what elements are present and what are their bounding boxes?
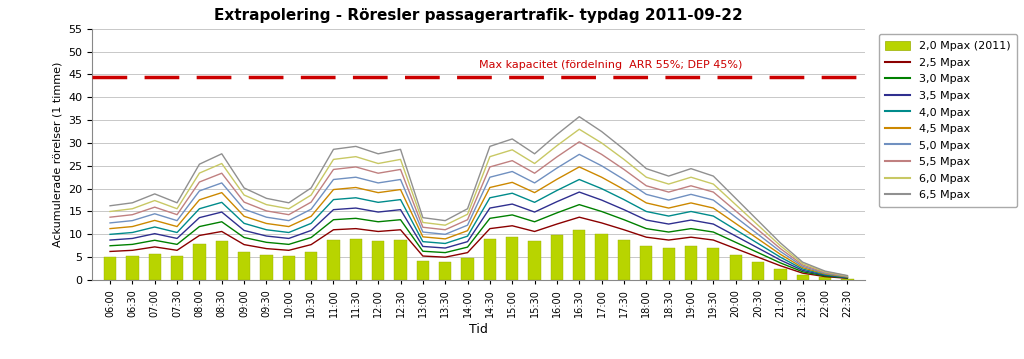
Bar [774,269,786,280]
Bar [506,237,518,280]
Bar [819,277,831,280]
Bar [708,248,720,280]
Title: Extrapolering - Röresler passagerartrafik- typdag 2011-09-22: Extrapolering - Röresler passagerartrafi… [214,8,743,23]
X-axis label: Tid: Tid [469,323,488,336]
Bar [194,244,206,280]
Bar [283,256,295,280]
Bar [596,234,608,280]
Bar [462,258,474,280]
Bar [372,241,384,280]
Bar [842,279,854,280]
Legend: 2,0 Mpax (2011), 2,5 Mpax, 3,0 Mpax, 3,5 Mpax, 4,0 Mpax, 4,5 Mpax, 5,0 Mpax, 5,5: 2,0 Mpax (2011), 2,5 Mpax, 3,0 Mpax, 3,5… [879,34,1017,207]
Y-axis label: Ackumulerade rörelser (1 timme): Ackumulerade rörelser (1 timme) [53,62,62,247]
Bar [328,240,340,280]
Bar [148,253,161,280]
Bar [573,230,586,280]
Bar [394,240,407,280]
Bar [663,248,675,280]
Bar [103,257,116,280]
Bar [685,246,697,280]
Bar [797,275,809,280]
Bar [238,252,250,280]
Bar [752,262,764,280]
Bar [171,256,183,280]
Bar [260,255,272,280]
Text: Max kapacitet (fördelning  ARR 55%; DEP 45%): Max kapacitet (fördelning ARR 55%; DEP 4… [479,60,742,70]
Bar [305,252,317,280]
Bar [126,256,138,280]
Bar [729,255,741,280]
Bar [528,241,541,280]
Bar [640,246,652,280]
Bar [439,262,452,280]
Bar [349,239,361,280]
Bar [216,241,228,280]
Bar [617,240,630,280]
Bar [483,239,496,280]
Bar [551,235,563,280]
Bar [417,261,429,280]
